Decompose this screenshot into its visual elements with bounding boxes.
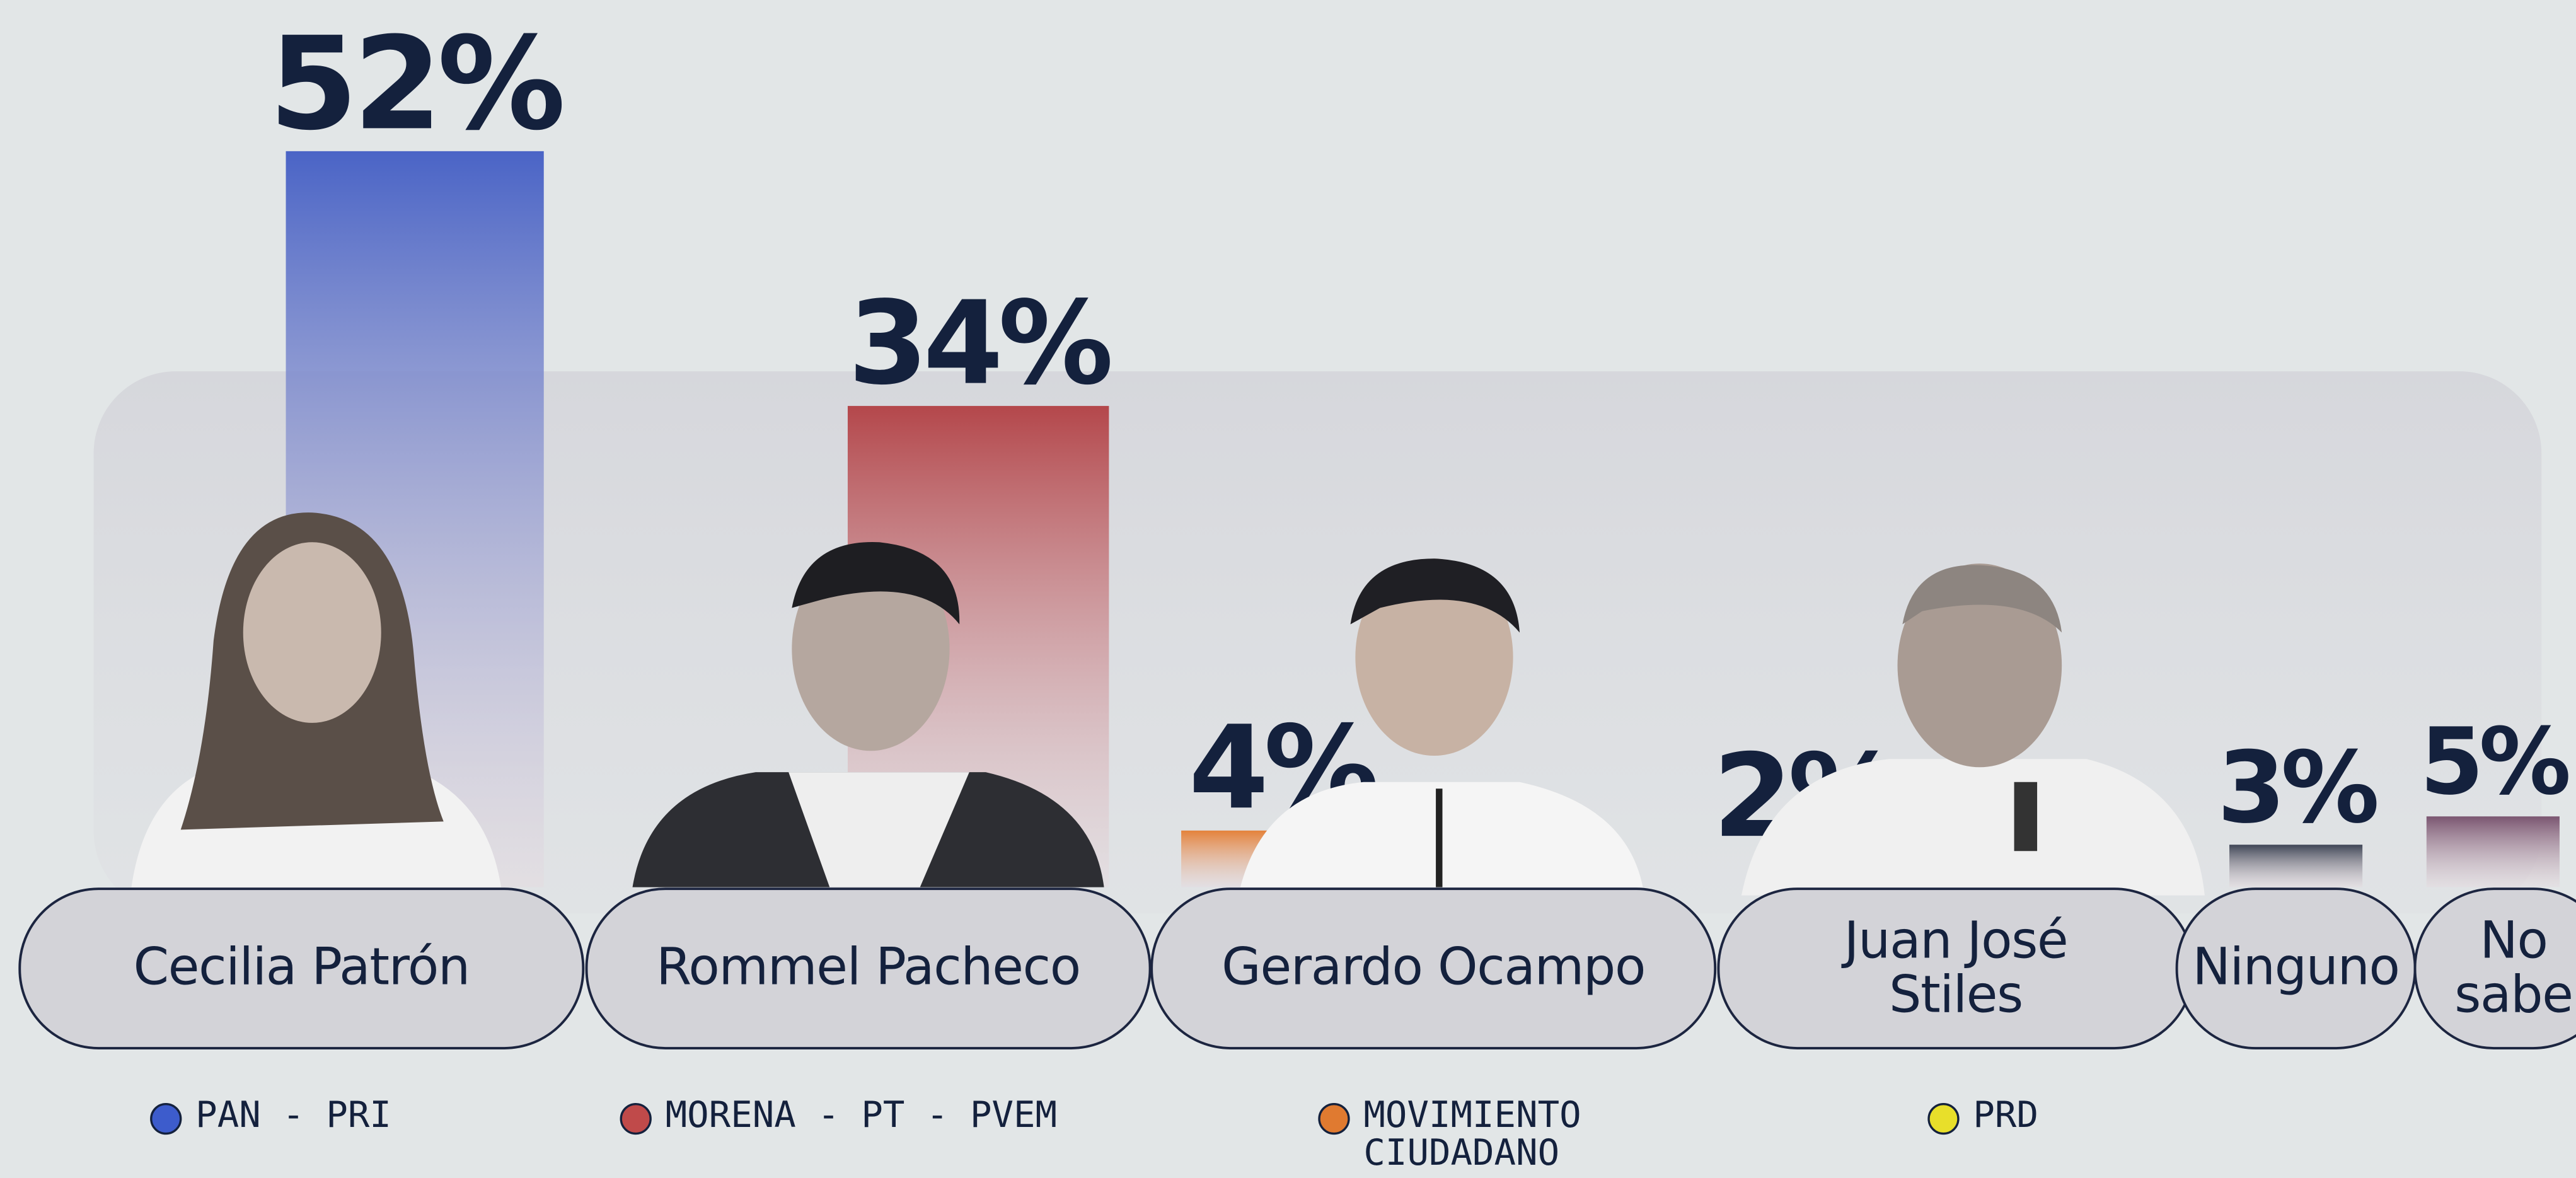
legend-dot xyxy=(150,1102,182,1135)
bar xyxy=(2229,845,2363,887)
category-label-wrap: Ninguno xyxy=(2177,889,2415,1048)
photos xyxy=(131,512,2205,896)
category-label: Ninguno xyxy=(2192,938,2400,998)
legend-label: PRD xyxy=(1973,1097,2039,1137)
category-label-box: Cecilia Patrón xyxy=(30,889,572,1048)
value-label: 34% xyxy=(848,277,1110,411)
category-label-box: Rommel Pacheco xyxy=(597,889,1139,1048)
legend-label-box: MORENA - PT - PVEM xyxy=(665,1097,1058,1137)
legend-label-box: PAN - PRI xyxy=(195,1097,391,1137)
legend-dot xyxy=(620,1102,652,1135)
candidate-photo xyxy=(131,512,501,887)
category-label-box: No sabe xyxy=(2440,889,2576,1048)
category-label-wrap: Cecilia Patrón xyxy=(30,889,572,1048)
candidate-photo xyxy=(1741,563,2205,896)
value-label: 5% xyxy=(2420,709,2568,816)
category-pill xyxy=(2413,887,2576,1049)
category-label-box: Juan José Stiles xyxy=(1791,889,2120,1048)
category-label: Juan José Stiles xyxy=(1844,911,2069,1025)
category-label-wrap: Juan José Stiles xyxy=(1791,889,2120,1048)
legend-label: MOVIMIENTO CIUDADANO xyxy=(1363,1097,1581,1175)
category-label-box: Ninguno xyxy=(2177,889,2415,1048)
category-pill xyxy=(1150,887,1717,1049)
legend-label: PAN - PRI xyxy=(195,1097,391,1137)
category-label: Rommel Pacheco xyxy=(656,938,1081,998)
category-label-wrap: Rommel Pacheco xyxy=(597,889,1139,1048)
category-pill xyxy=(18,887,585,1049)
category-pills: Cecilia Patrón Rommel Pacheco Gerardo Ocam… xyxy=(18,887,2576,1049)
value-label: 3% xyxy=(2217,730,2377,845)
category-label-wrap: Gerardo Ocampo xyxy=(1162,889,1704,1048)
category-label: Cecilia Patrón xyxy=(133,938,471,998)
category-pill xyxy=(585,887,1152,1049)
legend-dot xyxy=(1318,1102,1350,1135)
bar xyxy=(2426,816,2560,887)
legend-label-box: MOVIMIENTO CIUDADANO xyxy=(1363,1097,1581,1175)
legend-label: MORENA - PT - PVEM xyxy=(665,1097,1058,1137)
category-label-box: Gerardo Ocampo xyxy=(1162,889,1704,1048)
legend-label-box: PRD xyxy=(1973,1097,2039,1137)
candidate-photo xyxy=(632,541,1104,887)
candidate-photo xyxy=(1240,558,1643,887)
category-label: Gerardo Ocampo xyxy=(1222,938,1646,998)
category-label-wrap: No sabe xyxy=(2440,889,2576,1048)
legend-dot xyxy=(1927,1102,1960,1135)
value-label: 52% xyxy=(269,9,562,158)
legend: PAN - PRI MORENA - PT - PVEM MOVIMIENTO CI… xyxy=(150,1097,2039,1175)
category-label: No sabe xyxy=(2454,911,2573,1025)
